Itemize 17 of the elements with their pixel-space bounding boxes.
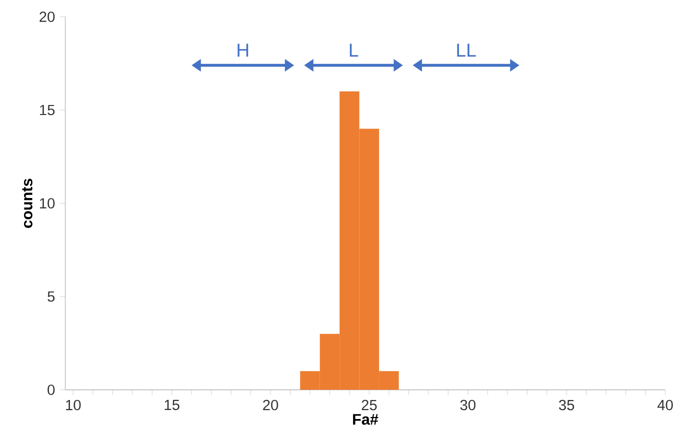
y-tick-label: 20 xyxy=(40,12,55,22)
x-tick-label: 25 xyxy=(362,400,377,410)
y-tick-label: 5 xyxy=(48,291,55,302)
y-tick-label: 10 xyxy=(40,198,55,208)
x-tick-label: 10 xyxy=(66,400,81,410)
annotation: L xyxy=(350,44,358,57)
x-axis-title: Fa# xyxy=(353,414,378,425)
x-tick-label: 20 xyxy=(263,400,278,410)
x-tick-label: 15 xyxy=(164,400,180,410)
x-tick-label: 30 xyxy=(460,400,476,410)
y-tick-label: 0 xyxy=(48,384,55,395)
x-tick-label: 40 xyxy=(657,400,673,410)
annotation: H xyxy=(238,44,248,57)
y-axis-title: counts xyxy=(22,178,32,228)
annotation: LL xyxy=(457,44,476,57)
y-tick-label: 15 xyxy=(40,104,55,116)
x-tick-label: 35 xyxy=(558,400,574,410)
